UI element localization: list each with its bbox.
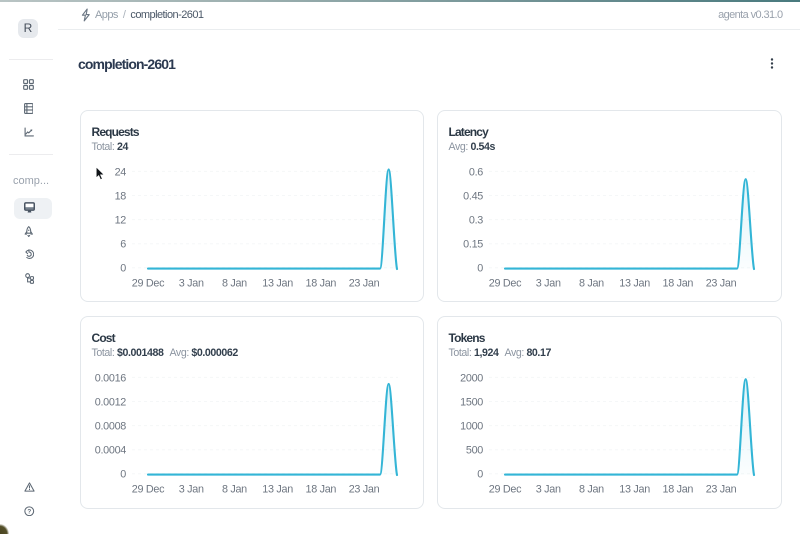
svg-text:8 Jan: 8 Jan — [221, 484, 246, 496]
svg-text:12: 12 — [114, 215, 126, 227]
svg-text:3 Jan: 3 Jan — [535, 484, 560, 496]
svg-text:8 Jan: 8 Jan — [221, 278, 246, 290]
svg-text:8 Jan: 8 Jan — [578, 278, 603, 290]
svg-text:29 Dec: 29 Dec — [131, 484, 164, 496]
svg-text:0.15: 0.15 — [463, 239, 483, 251]
svg-text:13 Jan: 13 Jan — [262, 484, 293, 496]
svg-text:0.0004: 0.0004 — [94, 445, 126, 457]
svg-text:29 Dec: 29 Dec — [131, 278, 164, 290]
svg-text:3 Jan: 3 Jan — [178, 278, 203, 290]
svg-text:3 Jan: 3 Jan — [535, 278, 560, 290]
svg-text:29 Dec: 29 Dec — [488, 484, 521, 496]
svg-text:0.45: 0.45 — [463, 190, 483, 202]
svg-text:18: 18 — [114, 190, 126, 202]
svg-text:2000: 2000 — [460, 372, 483, 384]
svg-text:0: 0 — [120, 469, 126, 481]
svg-text:13 Jan: 13 Jan — [619, 484, 650, 496]
svg-text:0.0008: 0.0008 — [94, 421, 126, 433]
svg-text:23 Jan: 23 Jan — [705, 278, 736, 290]
svg-text:0.6: 0.6 — [468, 166, 482, 178]
svg-text:500: 500 — [465, 445, 482, 457]
svg-text:29 Dec: 29 Dec — [488, 278, 521, 290]
svg-text:1000: 1000 — [460, 421, 483, 433]
svg-text:18 Jan: 18 Jan — [662, 484, 693, 496]
svg-text:0: 0 — [477, 263, 483, 275]
svg-text:0.0016: 0.0016 — [94, 372, 126, 384]
svg-text:13 Jan: 13 Jan — [619, 278, 650, 290]
svg-text:3 Jan: 3 Jan — [178, 484, 203, 496]
svg-text:0.0012: 0.0012 — [94, 396, 126, 408]
svg-text:23 Jan: 23 Jan — [705, 484, 736, 496]
svg-text:18 Jan: 18 Jan — [305, 278, 336, 290]
svg-text:13 Jan: 13 Jan — [262, 278, 293, 290]
svg-text:23 Jan: 23 Jan — [348, 278, 379, 290]
svg-text:23 Jan: 23 Jan — [348, 484, 379, 496]
svg-text:0: 0 — [477, 469, 483, 481]
svg-text:?: ? — [27, 508, 31, 515]
svg-text:8 Jan: 8 Jan — [578, 484, 603, 496]
svg-text:18 Jan: 18 Jan — [305, 484, 336, 496]
svg-text:6: 6 — [120, 239, 126, 251]
svg-text:0: 0 — [120, 263, 126, 275]
svg-text:18 Jan: 18 Jan — [662, 278, 693, 290]
svg-text:0.3: 0.3 — [468, 215, 482, 227]
svg-text:24: 24 — [114, 166, 126, 178]
svg-text:1500: 1500 — [460, 396, 483, 408]
